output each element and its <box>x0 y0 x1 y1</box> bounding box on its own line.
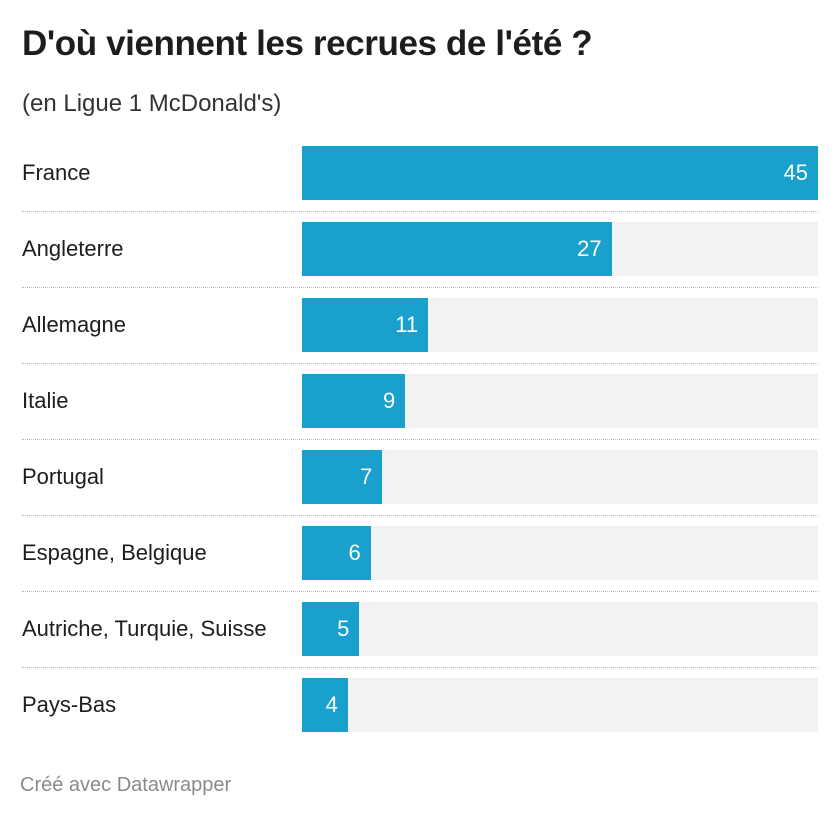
bar-row: France 45 <box>22 146 818 200</box>
bar: 27 <box>302 222 612 276</box>
data-label: 7 <box>360 464 373 489</box>
bar: 7 <box>302 450 383 504</box>
bar-row: Italie 9 <box>22 374 818 428</box>
row-separator <box>22 211 818 212</box>
bar-row: Espagne, Belgique 6 <box>22 526 818 580</box>
bar-track: 4 <box>302 678 818 732</box>
data-label: 27 <box>577 236 602 261</box>
bar-track: 7 <box>302 450 818 504</box>
data-label: 6 <box>348 540 361 565</box>
row-separator <box>22 363 818 364</box>
category-label: Portugal <box>22 464 104 489</box>
bar: 45 <box>302 146 818 200</box>
bar: 9 <box>302 374 406 428</box>
row-separator <box>22 439 818 440</box>
category-label: Pays-Bas <box>22 692 117 717</box>
bar-track: 5 <box>302 602 818 656</box>
data-label: 45 <box>783 160 808 185</box>
chart-subtitle: (en Ligue 1 McDonald's) <box>22 90 282 117</box>
footer-credit: Créé avec Datawrapper <box>20 774 232 796</box>
bar-track: 11 <box>302 298 818 352</box>
bar-row: Autriche, Turquie, Suisse 5 <box>22 602 818 656</box>
bar-track: 45 <box>302 146 818 200</box>
chart-title: D'où viennent les recrues de l'été ? <box>22 24 593 63</box>
row-separator <box>22 287 818 288</box>
bar-track: 27 <box>302 222 818 276</box>
category-label: Angleterre <box>22 236 124 261</box>
category-label: Italie <box>22 388 69 413</box>
bar: 6 <box>302 526 371 580</box>
data-label: 4 <box>325 692 338 717</box>
row-separator <box>22 515 818 516</box>
bar-row: Pays-Bas 4 <box>22 678 818 732</box>
category-label: France <box>22 160 91 185</box>
bar: 5 <box>302 602 360 656</box>
bar: 11 <box>302 298 429 352</box>
bar: 4 <box>302 678 348 732</box>
row-separator <box>22 667 818 668</box>
bar-track: 9 <box>302 374 818 428</box>
data-label: 9 <box>382 388 396 413</box>
category-label: Autriche, Turquie, Suisse <box>22 616 267 641</box>
category-label: Espagne, Belgique <box>22 540 207 565</box>
bar-row: Portugal 7 <box>22 450 818 504</box>
bar-row: Allemagne 11 <box>22 298 818 352</box>
row-separator <box>22 591 818 592</box>
bar-row: Angleterre 27 <box>22 222 818 276</box>
data-label: 5 <box>337 616 350 641</box>
data-label: 11 <box>395 312 419 337</box>
category-label: Allemagne <box>22 312 126 337</box>
bar-track: 6 <box>302 526 818 580</box>
